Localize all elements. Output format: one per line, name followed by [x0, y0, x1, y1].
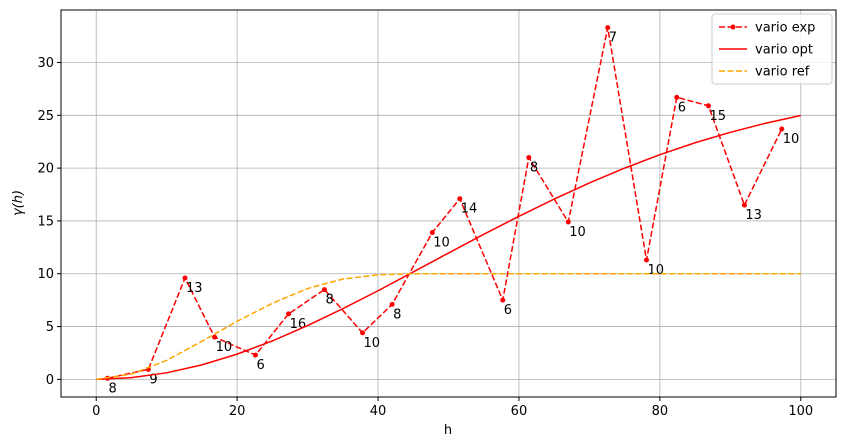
legend-label: vario ref [755, 65, 810, 80]
y-tick-label: 0 [46, 373, 54, 388]
y-tick-label: 5 [46, 320, 54, 335]
plot-frame [60, 9, 837, 398]
point-annotation: 6 [678, 100, 686, 115]
point-annotation: 8 [326, 293, 334, 308]
legend: vario exp vario opt vario ref [711, 13, 833, 85]
point-annotation: 8 [530, 161, 538, 176]
data-point [322, 287, 327, 293]
x-tick-label: 20 [229, 404, 246, 419]
point-annotation: 6 [256, 358, 264, 373]
legend-label: vario exp [755, 21, 815, 36]
point-annotation: 9 [149, 372, 157, 387]
point-annotation: 10 [364, 336, 381, 351]
data-point [360, 330, 366, 336]
point-annotation: 13 [186, 281, 203, 296]
data-point [605, 25, 611, 31]
x-axis-label: h [444, 423, 452, 438]
series-line [96, 272, 801, 381]
data-point [779, 126, 785, 132]
y-tick-label: 25 [37, 109, 54, 124]
data-point [252, 352, 258, 358]
data-point [500, 297, 506, 303]
legend-marker [730, 24, 736, 30]
point-annotation: 13 [745, 208, 762, 223]
x-tick-label: 60 [511, 404, 528, 419]
point-annotation: 10 [647, 263, 664, 278]
x-tick-label: 40 [370, 404, 387, 419]
point-annotation: 10 [433, 236, 450, 251]
y-tick-label: 30 [37, 56, 54, 71]
x-tick-label: 80 [652, 404, 669, 419]
data-point [565, 219, 571, 225]
point-annotation: 8 [109, 381, 117, 396]
x-tick-label: 100 [788, 404, 813, 419]
y-tick-label: 20 [37, 162, 54, 177]
legend-box [711, 13, 833, 85]
point-annotation: 8 [393, 307, 401, 322]
data-point [526, 155, 532, 161]
point-annotation: 15 [709, 109, 726, 124]
data-point [389, 301, 395, 307]
data-point [212, 334, 218, 340]
data-point [705, 103, 711, 109]
data-point [741, 202, 747, 208]
y-axis-label: γ(h) [11, 190, 26, 216]
legend-label: vario opt [755, 43, 813, 58]
point-annotation: 6 [504, 303, 512, 318]
data-point [643, 257, 649, 263]
series-line [107, 27, 783, 380]
data-point [457, 196, 463, 202]
data-point [286, 311, 292, 317]
point-annotation: 10 [783, 132, 800, 147]
point-annotation: 14 [461, 202, 478, 217]
data-point [674, 94, 680, 100]
data-point [429, 230, 435, 236]
series-line [96, 114, 801, 381]
point-annotation: 10 [216, 340, 233, 355]
data-point [182, 275, 188, 281]
point-annotation: 7 [609, 31, 617, 46]
point-annotation: 10 [569, 225, 586, 240]
y-tick-label: 10 [37, 267, 54, 282]
y-tick-label: 15 [37, 214, 54, 229]
x-tick-label: 0 [92, 404, 100, 419]
